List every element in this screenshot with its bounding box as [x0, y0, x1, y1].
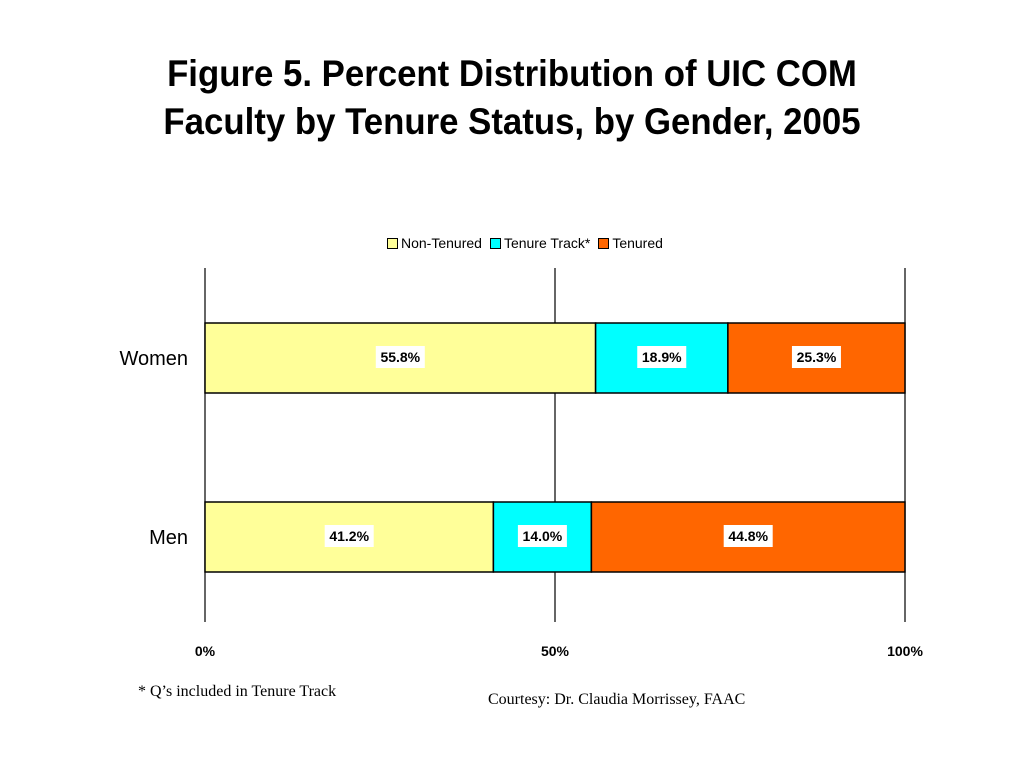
- data-label-box-women-tenured: [791, 346, 841, 368]
- data-label-box-men-non-tenured: [324, 525, 374, 547]
- chart-title: Figure 5. Percent Distribution of UIC CO…: [31, 50, 994, 146]
- data-label-women-non-tenured: 55.8%: [380, 349, 420, 365]
- x-tick-label-0: 0%: [195, 643, 216, 659]
- data-label-women-tenure-track: 18.9%: [642, 349, 682, 365]
- legend-item-tenure-track: Tenure Track*: [489, 235, 591, 251]
- legend-label-non-tenured: Non-Tenured: [401, 235, 482, 251]
- x-tick-label-50: 50%: [541, 643, 570, 659]
- bar-men-non-tenured: [204, 501, 495, 573]
- data-label-box-women-non-tenured: [375, 346, 425, 368]
- legend-item-tenured: Tenured: [598, 235, 663, 251]
- data-label-men-non-tenured: 41.2%: [329, 528, 369, 544]
- x-tick-label-100: 100%: [887, 643, 923, 659]
- legend-swatch-tenured: [598, 237, 610, 249]
- data-label-box-men-tenure-track: [517, 525, 567, 547]
- chart-legend: Non-Tenured Tenure Track* Tenured: [387, 235, 663, 251]
- data-label-men-tenured: 44.8%: [728, 528, 768, 544]
- legend-label-tenure-track: Tenure Track*: [503, 235, 591, 251]
- data-label-men-tenure-track: 14.0%: [523, 528, 563, 544]
- legend-item-non-tenured: Non-Tenured: [387, 235, 482, 251]
- data-label-women-tenured: 25.3%: [797, 349, 837, 365]
- legend-swatch-non-tenured: [387, 237, 398, 249]
- data-label-box-women-tenure-track: [637, 346, 687, 368]
- footnote: * Q’s included in Tenure Track: [138, 683, 337, 700]
- legend-label-tenured: Tenured: [612, 235, 663, 251]
- category-label-women: Women: [119, 348, 188, 370]
- legend-swatch-tenure-track: [489, 237, 501, 249]
- title-line-2: Faculty by Tenure Status, by Gender, 200…: [163, 101, 861, 142]
- category-label-men: Men: [149, 527, 188, 549]
- courtesy-note: Courtesy: Dr. Claudia Morrissey, FAAC: [488, 691, 746, 708]
- title-line-1: Figure 5. Percent Distribution of UIC CO…: [167, 53, 857, 94]
- data-label-box-men-tenured: [723, 525, 773, 547]
